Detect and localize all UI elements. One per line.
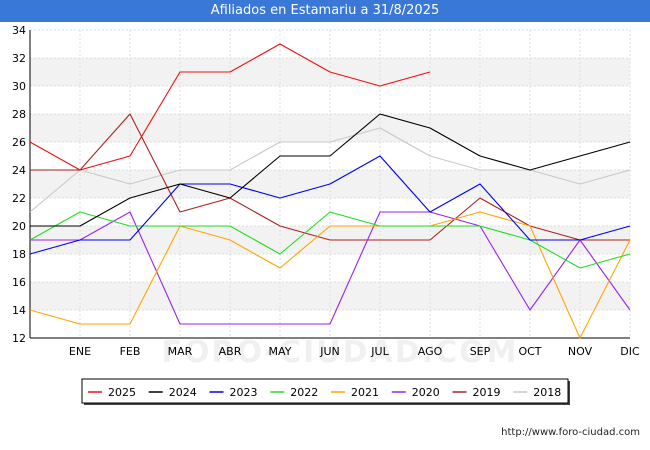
y-tick-label: 12 [12,332,26,345]
y-tick-label: 28 [12,108,26,121]
legend-label-2018: 2018 [533,386,561,399]
x-tick-label: JUN [319,345,340,358]
y-tick-label: 30 [12,80,26,93]
y-tick-label: 14 [12,304,26,317]
x-tick-label: OCT [518,345,541,358]
x-tick-label: AGO [418,345,443,358]
watermark: FORO-CIUDAD.COM [162,335,519,370]
x-tick-label: SEP [470,345,491,358]
y-tick-label: 22 [12,192,26,205]
legend-label-2023: 2023 [230,386,258,399]
legend-label-2022: 2022 [290,386,318,399]
legend-label-2025: 2025 [108,386,136,399]
y-tick-label: 32 [12,52,26,65]
series-line-2024 [30,113,631,227]
x-tick-label: MAY [269,345,292,358]
source-url[interactable]: http://www.foro-ciudad.com [501,427,640,438]
y-tick-label: 26 [12,136,26,149]
legend-label-2021: 2021 [351,386,379,399]
series-line-2025 [29,43,431,171]
series-line-2021 [29,211,631,339]
x-tick-label: ABR [219,345,242,358]
x-tick-label: MAR [168,345,193,358]
legend-box [81,378,569,404]
y-tick-label: 20 [12,220,26,233]
series-line-2020 [30,211,631,325]
x-tick-label: FEB [120,345,141,358]
legend-label-2020: 2020 [412,386,440,399]
y-tick-label: 34 [12,24,26,37]
y-tick-label: 24 [12,164,26,177]
x-tick-label: NOV [568,345,593,358]
y-tick-label: 18 [12,248,26,261]
x-tick-label: DIC [620,345,640,358]
legend-label-2019: 2019 [473,386,501,399]
series-line-2023 [29,155,631,255]
x-tick-label: ENE [69,345,91,358]
chart-title: Afiliados en Estamariu a 31/8/2025 [0,0,650,22]
y-tick-label: 16 [12,276,26,289]
x-tick-label: JUL [370,345,389,358]
legend-label-2024: 2024 [169,386,197,399]
